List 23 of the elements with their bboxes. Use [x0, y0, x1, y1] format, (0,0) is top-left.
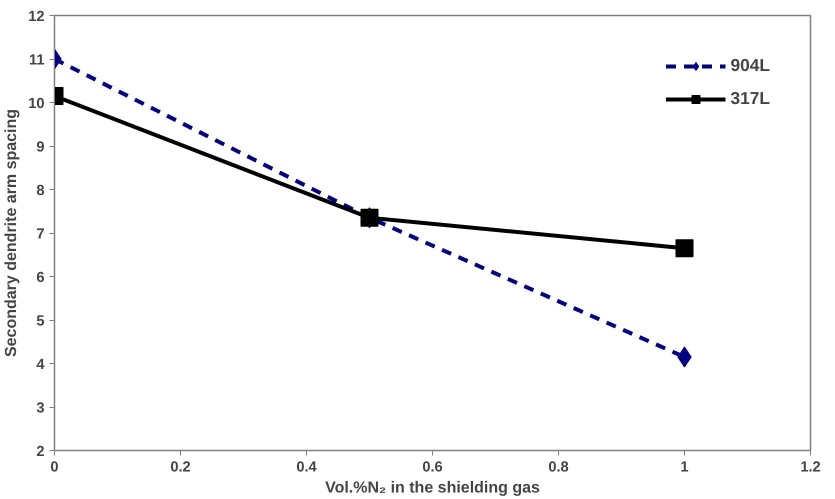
y-tick-label: 12	[28, 9, 45, 25]
y-tick-label: 6	[36, 270, 45, 286]
point	[676, 239, 694, 258]
y-tick-label: 3	[36, 400, 45, 416]
y-tick-label: 4	[36, 357, 46, 373]
legend-label: 317L	[730, 88, 770, 109]
y-tick-label: 2	[36, 444, 45, 460]
x-tick-label: 1	[680, 460, 689, 476]
x-tick-label: 1.2	[800, 460, 821, 476]
x-tick-label: 0.4	[296, 460, 318, 476]
x-tick-label: 0.2	[170, 460, 191, 476]
y-tick-label: 5	[36, 314, 45, 330]
y-tick-label: 9	[36, 140, 45, 156]
x-tick-label: 0	[50, 460, 59, 476]
x-axis-title: Vol.%N₂ in the shielding gas	[325, 480, 540, 496]
x-tick-label: 0.8	[548, 460, 569, 476]
y-tick-label: 11	[29, 52, 45, 68]
y-tick-label: 7	[36, 226, 45, 242]
x-tick-label: 0.6	[422, 460, 443, 476]
y-tick-label: 10	[28, 96, 45, 112]
y-tick-label: 8	[36, 183, 45, 199]
legend-label: 904L	[730, 55, 770, 76]
y-axis-title: Secondary dendrite arm spacing	[3, 108, 20, 358]
